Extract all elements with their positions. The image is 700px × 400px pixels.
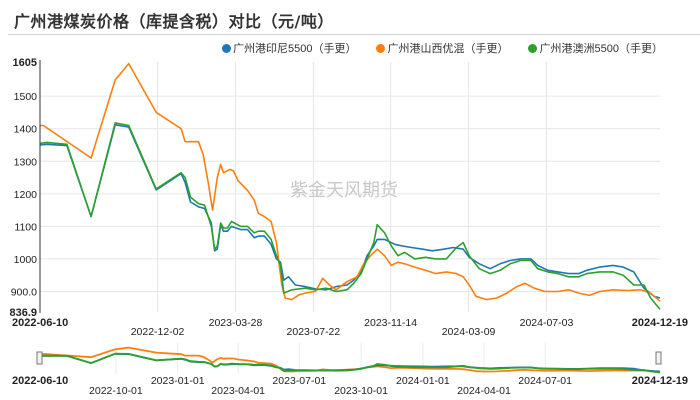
x-tick-label: 2022-06-10 <box>12 317 68 329</box>
title-divider <box>8 34 700 35</box>
navigator-tick-label: 2023-04-01 <box>211 385 265 397</box>
navigator-tick-label: 2023-07-01 <box>272 375 326 387</box>
y-axis-ticks: 1605 1500 1400 1300 1200 1100 1000 900.0 836.9 <box>9 57 37 319</box>
chart-legend: 广州港印尼5500（手更） 广州港山西优混（手更） 广州港澳洲5500（手更） <box>222 40 663 56</box>
y-tick-label: 1400 <box>14 124 38 136</box>
y-tick-label: 1500 <box>14 91 38 103</box>
y-tick-label: 1000 <box>14 254 38 266</box>
x-tick-label: 2022-12-02 <box>131 326 185 338</box>
y-tick-label: 836.9 <box>9 307 37 319</box>
legend-marker-icon <box>222 43 231 53</box>
legend-item-indonesia-5500[interactable]: 广州港印尼5500（手更） <box>222 40 356 56</box>
plot-series[interactable] <box>39 62 661 310</box>
legend-marker-icon <box>528 43 538 53</box>
x-tick-label: 2024-07-03 <box>520 317 574 329</box>
y-tick-label: 900.0 <box>11 286 37 298</box>
navigator-tick-label: 2024-04-01 <box>457 385 511 397</box>
legend-label: 广州港印尼5500（手更） <box>233 43 357 55</box>
x-tick-label: 2023-11-14 <box>364 317 417 329</box>
y-tick-label: 1300 <box>14 156 38 168</box>
navigator-tick-label: 2022-10-01 <box>89 385 143 397</box>
legend-marker-icon <box>376 43 386 53</box>
legend-label: 广州港澳洲5500（手更） <box>539 43 663 55</box>
x-tick-label: 2024-03-09 <box>442 326 496 338</box>
navigator-tick-label: 2023-01-01 <box>151 375 205 387</box>
navigator-axis-ticks: 2022-06-10 2022-10-01 2023-01-01 2023-04-01… <box>12 375 688 397</box>
legend-label: 广州港山西优混（手更） <box>387 43 509 55</box>
navigator-tick-label: 2024-12-19 <box>632 375 688 387</box>
chart-title: 广州港煤炭价格（库提含税）对比（元/吨） <box>14 12 334 31</box>
y-tick-label: 1200 <box>14 189 38 201</box>
y-tick-label: 1605 <box>13 57 37 69</box>
series-line[interactable] <box>39 122 661 310</box>
navigator-tick-label: 2023-10-01 <box>334 385 388 397</box>
x-tick-label: 2024-12-19 <box>632 317 688 329</box>
x-tick-label: 2023-03-28 <box>209 317 263 329</box>
navigator-series-line <box>39 352 661 374</box>
series-line[interactable] <box>39 124 661 299</box>
range-navigator[interactable] <box>36 343 662 374</box>
legend-item-australia-5500[interactable]: 广州港澳洲5500（手更） <box>528 40 663 56</box>
navigator-right-handle[interactable] <box>655 351 662 365</box>
navigator-tick-label: 2024-01-01 <box>396 375 450 387</box>
x-axis-ticks: 2022-06-10 2022-12-02 2023-03-28 2023-07-22… <box>12 317 688 338</box>
legend-item-shanxi-mix[interactable]: 广州港山西优混（手更） <box>376 40 508 56</box>
navigator-left-handle[interactable] <box>36 351 43 365</box>
x-tick-label: 2023-07-22 <box>287 326 341 338</box>
y-tick-label: 1100 <box>14 221 37 233</box>
navigator-tick-label: 2022-06-10 <box>12 375 68 387</box>
watermark: 紫金天风期货 <box>290 180 398 201</box>
navigator-tick-label: 2024-07-01 <box>518 375 572 387</box>
series-line[interactable] <box>40 62 661 302</box>
